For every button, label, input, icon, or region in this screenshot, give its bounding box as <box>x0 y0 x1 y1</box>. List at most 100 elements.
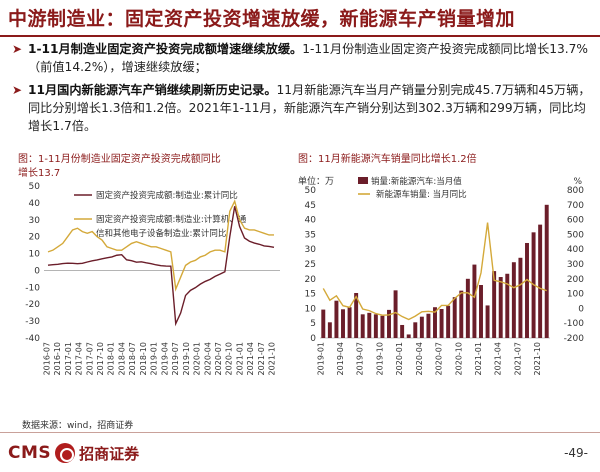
arrow-bullet-icon: ➤ <box>12 83 23 97</box>
y-tick-label: 30 <box>29 216 41 226</box>
y-tick-label: 50 <box>29 182 41 192</box>
legend-entry: 固定资产投资完成额:制造业:计算机、通 <box>96 214 247 225</box>
x-tick-label: 2020-04 <box>415 342 424 375</box>
bar-monthly-sales <box>354 293 359 338</box>
y-right-tick-label: -200 <box>564 334 585 344</box>
bar-monthly-sales <box>505 273 510 338</box>
bar-monthly-sales <box>367 312 372 338</box>
x-tick-label: 2021-10 <box>268 342 277 375</box>
x-tick-label: 2018-07 <box>128 342 137 375</box>
x-tick-label: 2018-10 <box>139 342 148 375</box>
y-left-tick-label: 45 <box>305 201 316 211</box>
x-tick-label: 2019-10 <box>375 342 384 375</box>
bar-monthly-sales <box>538 224 543 338</box>
x-tick-label: 2018-01 <box>107 342 116 375</box>
y-left-tick-label: 15 <box>305 290 316 300</box>
bar-monthly-sales <box>459 290 464 338</box>
bar-monthly-sales <box>544 204 549 338</box>
y-right-tick-label: 800 <box>567 186 584 196</box>
x-tick-label: 2021-07 <box>513 342 522 375</box>
bar-monthly-sales <box>433 307 437 338</box>
x-tick-label: 2019-07 <box>171 342 180 375</box>
legend-entry: 固定资产投资完成额:制造业:累计同比 <box>96 190 238 201</box>
bar-monthly-sales <box>341 309 345 338</box>
bullet-body: 1-11月份制造业固定资产投资完成额同比增长13.7%（前值14.2%），增速继… <box>28 42 589 74</box>
series-line-electronics <box>47 199 274 292</box>
slide-title: 中游制造业：固定资产投资增速放缓，新能源车产销量增加 <box>8 8 516 30</box>
y-tick-label: -30 <box>25 317 40 327</box>
y-tick-label: 0 <box>34 266 40 276</box>
bar-monthly-sales <box>406 334 411 338</box>
bullet-headline: 1-11月制造业固定资产投资完成额增速继续放缓。 <box>28 42 303 56</box>
x-tick-label: 2021-10 <box>533 342 542 375</box>
chart-left-title-cont: 增长13.7 <box>18 166 60 179</box>
bar-monthly-sales <box>498 277 503 338</box>
company-logo: CMS 招商证券 <box>8 440 139 466</box>
x-tick-label: 2020-04 <box>203 342 212 375</box>
x-tick-label: 2020-07 <box>214 342 223 375</box>
x-tick-label: 2021-07 <box>257 342 266 375</box>
logo-emblem-icon <box>55 443 76 463</box>
y-tick-label: -20 <box>25 300 40 310</box>
bar-monthly-sales <box>373 314 378 338</box>
x-tick-label: 2019-01 <box>150 342 159 375</box>
bar-monthly-sales <box>419 316 424 338</box>
x-tick-label: 2019-04 <box>160 342 169 375</box>
y-tick-label: 20 <box>29 233 41 243</box>
bar-monthly-sales <box>393 290 398 338</box>
bar-monthly-sales <box>452 297 457 338</box>
bar-monthly-sales <box>334 300 339 338</box>
chart-manufacturing-fai: 图：1-11月份制造业固定资产投资完成额同比 增长13.7 -40 -30 -20 -… <box>18 152 286 404</box>
y-right-tick-label: 100 <box>567 290 584 300</box>
chart-left-canvas: 图：1-11月份制造业固定资产投资完成额同比 增长13.7 -40 -30 -20 -… <box>18 152 280 375</box>
series-line-manufacturing <box>47 206 275 327</box>
bar-monthly-sales <box>426 313 431 338</box>
y-left-tick-label: 30 <box>305 245 317 255</box>
y-right-tick-label: 700 <box>567 201 584 211</box>
bar-monthly-sales <box>485 305 490 338</box>
y-right-tick-label: 200 <box>567 275 584 285</box>
x-tick-label: 2020-07 <box>435 342 444 375</box>
x-tick-label: 2018-04 <box>117 342 126 375</box>
legend-entry: 销量:新能源汽车:当月值 <box>371 176 462 187</box>
y-right-tick-label: -100 <box>564 319 585 329</box>
x-tick-label: 2017-07 <box>85 342 94 375</box>
bar-monthly-sales <box>321 309 326 338</box>
legend-entry: 新能源车销量: 当月同比 <box>376 189 467 200</box>
bar-monthly-sales <box>511 262 516 338</box>
y-tick-label: 10 <box>29 250 41 260</box>
bullet-body: 11月新能源汽车当月产销量分别完成45.7万辆和45万辆，同比分别增长1.3倍和… <box>28 83 591 133</box>
x-tick-label: 2019-07 <box>356 342 365 375</box>
bar-monthly-sales <box>327 322 332 338</box>
bullet-text: 11月国内新能源汽车产销继续刷新历史记录。11月新能源汽车当月产销量分别完成45… <box>28 81 592 135</box>
bar-monthly-sales <box>465 278 470 338</box>
y-left-tick-label: 0 <box>310 334 316 344</box>
y-right-tick-label: 300 <box>567 260 584 270</box>
bullet-manufacturing-investment: ➤ 1-11月制造业固定资产投资完成额增速继续放缓。1-11月份制造业固定资产投… <box>12 40 592 76</box>
data-source: 数据来源：wind，招商证券 <box>22 421 134 431</box>
chart-right-canvas: 图：11月新能源汽车销量同比增长1.2倍 单位：万 % 销量:新能源汽车:当月值新能… <box>298 152 585 375</box>
x-tick-label: 2019-01 <box>316 342 325 375</box>
x-tick-label: 2016-10 <box>53 342 62 375</box>
x-tick-label: 2017-04 <box>75 342 84 375</box>
y-tick-label: 40 <box>29 199 41 209</box>
y-right-tick-label: 600 <box>567 216 584 226</box>
y-left-tick-label: 25 <box>305 260 316 270</box>
chart-right-title: 图：11月新能源汽车销量同比增长1.2倍 <box>298 152 477 165</box>
x-tick-label: 2020-01 <box>193 342 202 375</box>
x-tick-label: 2019-04 <box>336 342 345 375</box>
x-tick-label: 2020-10 <box>454 342 463 375</box>
legend-swatch-bar <box>358 177 368 184</box>
bar-monthly-sales <box>518 257 523 338</box>
bar-monthly-sales <box>439 308 444 338</box>
chart-left-title: 图：1-11月份制造业固定资产投资完成额同比 <box>18 152 221 165</box>
y-left-tick-label: 50 <box>305 186 317 196</box>
x-tick-label: 2017-10 <box>96 342 105 375</box>
x-tick-label: 2021-04 <box>494 342 503 375</box>
y-left-tick-label: 35 <box>305 230 316 240</box>
x-tick-label: 2021-01 <box>474 342 483 375</box>
bar-monthly-sales <box>360 314 365 338</box>
x-tick-label: 2021-01 <box>235 342 244 375</box>
bullet-nev-sales: ➤ 11月国内新能源汽车产销继续刷新历史记录。11月新能源汽车当月产销量分别完成… <box>12 81 592 135</box>
y-tick-label: -10 <box>25 283 40 293</box>
